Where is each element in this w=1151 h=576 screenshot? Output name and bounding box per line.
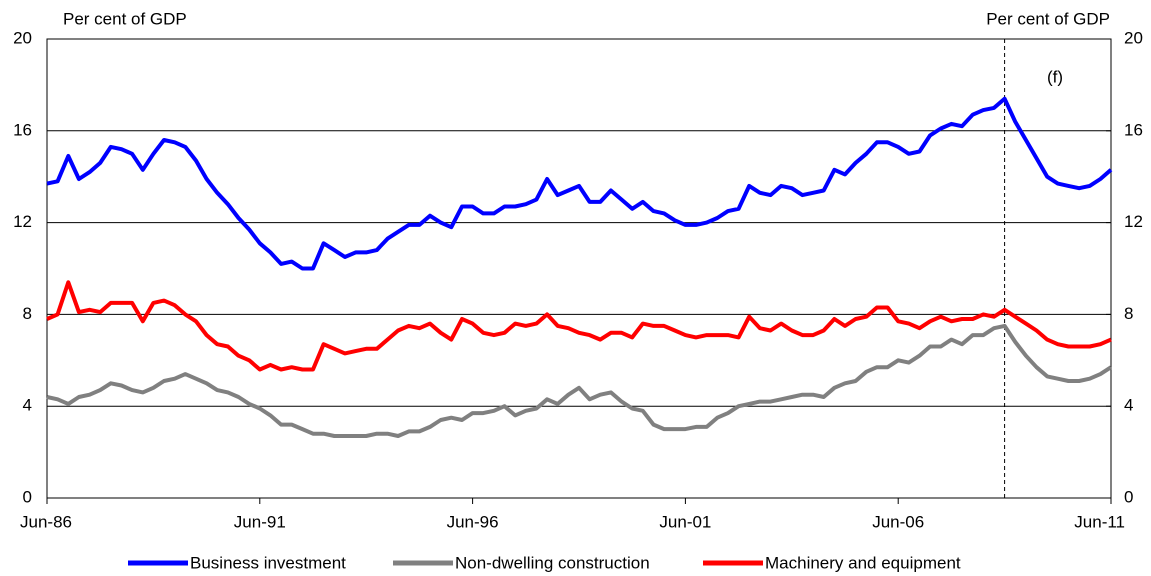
x-tick-label: Jun-06 <box>872 512 924 531</box>
x-tick-label: Jun-96 <box>447 512 499 531</box>
plot-frame <box>46 38 1112 499</box>
y2-tick-label: 20 <box>1124 28 1143 47</box>
y2-tick-label: 16 <box>1124 120 1143 139</box>
x-tick-label: Jun-01 <box>659 512 711 531</box>
series-line <box>46 96 1113 271</box>
y-tick-label: 20 <box>13 28 32 47</box>
legend-label: Non-dwelling construction <box>455 553 650 572</box>
y2-tick-label: 4 <box>1124 396 1133 415</box>
y2-tick-label: 0 <box>1124 487 1133 506</box>
y-tick-label: 8 <box>23 304 32 323</box>
series-line <box>46 323 1113 438</box>
y-tick-label: 16 <box>13 120 32 139</box>
legend-label: Business investment <box>190 553 346 572</box>
y-tick-label: 4 <box>23 396 32 415</box>
series-line <box>46 280 1112 372</box>
x-tick-label: Jun-86 <box>20 512 72 531</box>
y-axis-label: Per cent of GDP <box>63 9 187 28</box>
y-tick-label: 12 <box>13 212 32 231</box>
x-tick-label: Jun-11 <box>1074 512 1125 531</box>
annotation: (f) <box>1047 67 1063 86</box>
x-tick-label: Jun-91 <box>234 512 286 531</box>
y2-tick-label: 12 <box>1124 212 1143 231</box>
y2-axis-label: Per cent of GDP <box>986 9 1110 28</box>
y2-tick-label: 8 <box>1124 304 1133 323</box>
legend-label: Machinery and equipment <box>765 553 961 572</box>
y-tick-label: 0 <box>23 487 32 506</box>
